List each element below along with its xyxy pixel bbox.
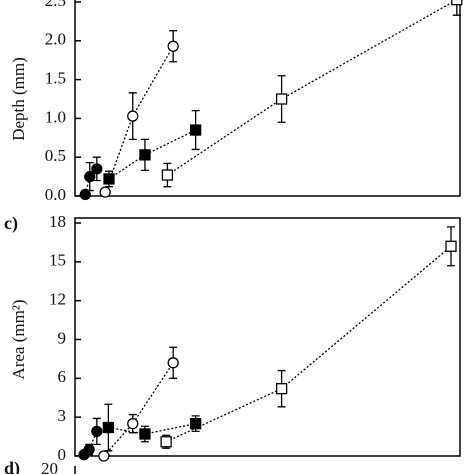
y-tick-label: 0.5 — [45, 146, 66, 165]
y-tick-label: 0 — [58, 445, 67, 464]
marker — [139, 428, 151, 440]
y-tick-label: 1.0 — [45, 107, 66, 126]
marker — [99, 186, 111, 198]
y-tick-label: 12 — [49, 290, 66, 309]
marker — [139, 149, 151, 161]
marker — [84, 170, 96, 183]
y-axis-label: Depth (mm) — [9, 57, 28, 141]
panel-label: c) — [4, 213, 18, 234]
marker — [103, 173, 115, 185]
series-line — [165, 245, 452, 443]
marker — [98, 450, 110, 462]
marker — [451, 0, 463, 6]
marker — [161, 169, 174, 181]
marker — [79, 188, 91, 201]
marker — [83, 443, 95, 456]
marker — [160, 436, 172, 448]
y-tick-label: 15 — [49, 251, 66, 270]
y-tick-label: 1.5 — [45, 69, 66, 88]
marker — [167, 357, 179, 369]
series-line — [167, 0, 458, 176]
y-tick-label: 2.5 — [45, 0, 66, 10]
panel-label: d) — [4, 458, 20, 474]
plot-frame — [74, 217, 461, 457]
y-tick-label: 3 — [58, 406, 67, 425]
series-line — [83, 431, 98, 456]
series-line — [103, 362, 174, 457]
marker — [102, 421, 115, 434]
y-axis-label: Area (mm²) — [9, 299, 28, 379]
marker — [127, 417, 139, 430]
y-tick-label: 18 — [49, 212, 66, 231]
marker — [91, 163, 103, 175]
marker — [445, 240, 457, 252]
y-tick-label: 0.0 — [45, 185, 66, 204]
marker — [167, 40, 179, 52]
series-line — [108, 423, 196, 435]
plot-frame — [74, 0, 461, 197]
marker — [275, 383, 288, 395]
marker — [127, 110, 139, 122]
error-bar — [452, 0, 461, 16]
marker — [189, 124, 202, 136]
y-tick-label: 20 — [41, 459, 58, 474]
y-tick-label: 2.0 — [45, 30, 66, 49]
series-line — [108, 129, 196, 180]
marker — [275, 93, 288, 105]
y-tick-label: 6 — [58, 367, 67, 386]
marker — [91, 425, 103, 438]
y-tick-label: 9 — [58, 328, 67, 347]
